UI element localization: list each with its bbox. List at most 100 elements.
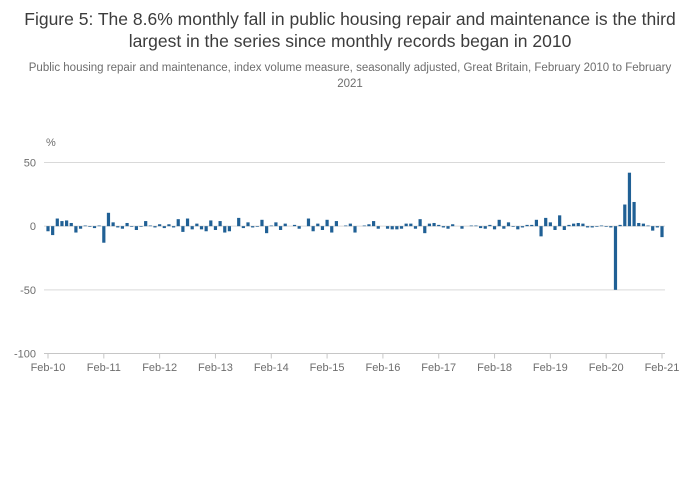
- x-axis-tick-label: Feb-18: [477, 362, 512, 374]
- bar: [460, 226, 464, 229]
- bar: [106, 212, 111, 227]
- bar: [199, 226, 204, 230]
- bar: [195, 223, 199, 227]
- bar: [497, 219, 501, 227]
- bar: [385, 226, 390, 229]
- bar: [144, 221, 148, 227]
- x-axis-tick-label: Feb-16: [365, 362, 400, 374]
- bar: [83, 225, 87, 227]
- bar: [255, 226, 259, 227]
- bar: [604, 226, 608, 227]
- bar: [511, 226, 515, 227]
- bar: [469, 225, 473, 227]
- bar: [516, 226, 520, 230]
- bar: [353, 226, 357, 233]
- bar: [176, 219, 180, 227]
- bar: [413, 226, 418, 229]
- bar: [185, 218, 190, 227]
- bar: [237, 217, 241, 227]
- y-axis-tick-label: 0: [30, 221, 36, 233]
- bar: [311, 226, 315, 232]
- bar: [111, 222, 115, 227]
- x-axis-tick-label: Feb-17: [421, 362, 456, 374]
- bar: [488, 224, 492, 227]
- bar: [553, 226, 557, 230]
- bar: [613, 226, 618, 290]
- bar: [632, 201, 636, 227]
- bar: [65, 220, 69, 227]
- bar: [651, 226, 655, 231]
- bar: [627, 172, 632, 227]
- bar: [441, 226, 445, 228]
- bar: [181, 226, 185, 232]
- bar: [558, 215, 562, 227]
- bar: [609, 226, 613, 228]
- x-axis-tick-label: Feb-15: [310, 362, 345, 374]
- bar: [572, 223, 576, 227]
- x-axis-tick-label: Feb-13: [198, 362, 233, 374]
- bar: [362, 225, 366, 227]
- bar: [585, 226, 590, 228]
- bar: [251, 226, 255, 228]
- bar: [158, 224, 162, 227]
- bar: [409, 223, 413, 227]
- bar: [246, 222, 250, 227]
- bar: [423, 226, 427, 234]
- bar: [502, 226, 506, 229]
- bar: [399, 226, 404, 229]
- bar: [344, 225, 348, 227]
- bar: [637, 222, 641, 227]
- bar: [274, 222, 278, 227]
- bar: [167, 224, 171, 227]
- bar: [590, 226, 594, 228]
- x-axis-tick-label: Feb-19: [533, 362, 568, 374]
- bar: [376, 226, 380, 229]
- x-axis-tick-label: Feb-20: [589, 362, 624, 374]
- bar: [292, 224, 297, 227]
- bar: [190, 226, 194, 230]
- bar: [46, 226, 50, 232]
- bar: [74, 226, 78, 233]
- bar: [92, 226, 97, 229]
- bar: [525, 224, 529, 227]
- bar: [130, 226, 134, 227]
- bar: [316, 223, 320, 227]
- bar: [432, 222, 436, 227]
- bar: [618, 224, 622, 227]
- x-axis-tick-label: Feb-10: [31, 362, 66, 374]
- bar: [278, 226, 283, 230]
- bar: [330, 226, 334, 233]
- bar: [97, 225, 101, 227]
- x-axis-tick-label: Feb-21: [645, 362, 680, 374]
- bar: [348, 223, 352, 227]
- bar: [69, 222, 73, 227]
- bar: [595, 226, 599, 227]
- bar: [320, 226, 325, 230]
- bar: [427, 223, 432, 227]
- bar: [60, 221, 64, 227]
- bar: [116, 226, 120, 228]
- bar: [334, 221, 338, 227]
- bar: [520, 226, 525, 228]
- bar: [534, 219, 539, 227]
- bar: [404, 223, 408, 227]
- bar: [260, 219, 264, 227]
- bar: [367, 224, 371, 227]
- bar: [641, 223, 645, 227]
- bar: [395, 226, 399, 230]
- bar: [576, 222, 580, 227]
- y-axis-tick-label: -50: [20, 285, 36, 297]
- chart-title: Figure 5: The 8.6% monthly fall in publi…: [24, 9, 676, 52]
- bar: [218, 221, 222, 227]
- bar: [306, 218, 311, 227]
- bar: [623, 204, 627, 227]
- bar: [241, 226, 245, 229]
- bar: [297, 226, 301, 229]
- bar: [148, 225, 152, 227]
- bar: [562, 226, 566, 230]
- bar: [437, 224, 441, 227]
- bar: [209, 220, 213, 227]
- bar: [544, 217, 548, 227]
